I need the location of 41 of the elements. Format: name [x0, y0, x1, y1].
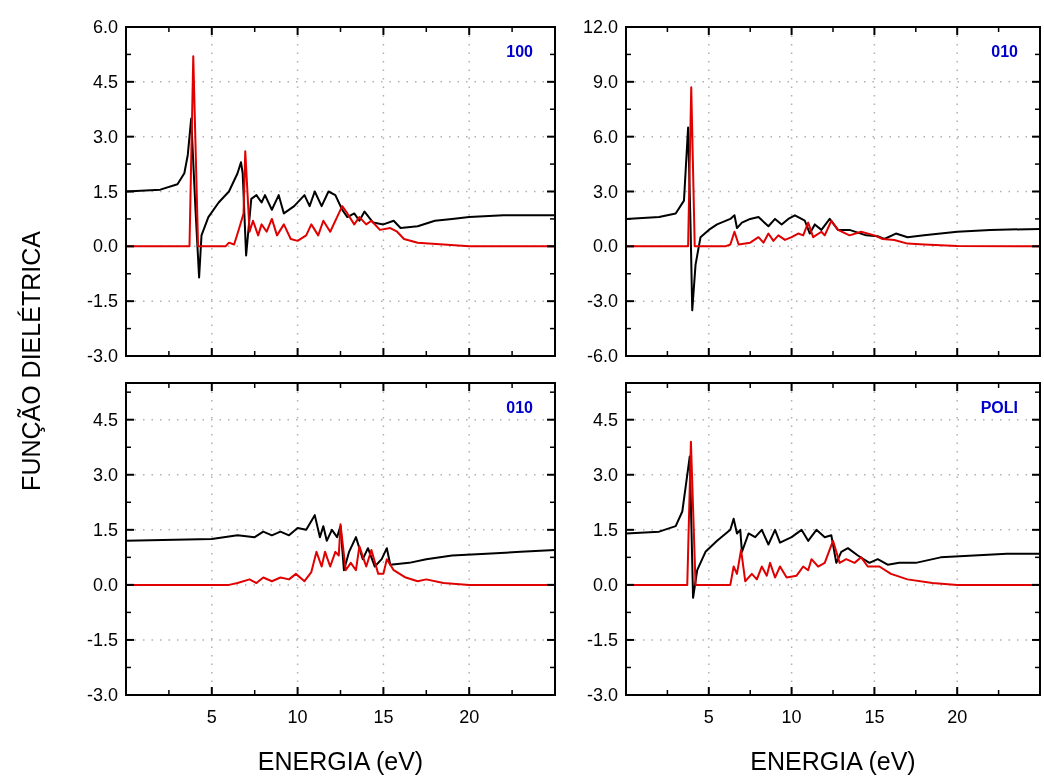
y-tick-label: 3.0: [592, 181, 618, 202]
y-tick-label: 0.0: [592, 574, 618, 595]
y-tick-label: -3.0: [586, 291, 618, 312]
annotation: POLI: [980, 399, 1018, 416]
x-tick-label: 5: [703, 707, 714, 727]
annotation: 010: [506, 399, 534, 416]
y-tick-label: -1.5: [586, 629, 618, 650]
x-axis-title: ENERGIA (eV): [750, 747, 916, 775]
y-tick-label: 0.0: [92, 236, 118, 257]
x-tick-label: 20: [947, 707, 968, 727]
y-tick-label: 1.5: [592, 519, 618, 540]
y-tick-label: -3.0: [586, 685, 618, 705]
x-tick-label: 10: [287, 707, 308, 727]
y-tick-label: 6.0: [92, 17, 118, 37]
x-tick-label: 15: [864, 707, 885, 727]
y-tick-label: 6.0: [592, 126, 618, 147]
annotation: 100: [506, 43, 534, 60]
y-tick-label: 0.0: [92, 574, 118, 595]
y-tick-label: -1.5: [86, 629, 118, 650]
y-tick-label: -1.5: [86, 291, 118, 312]
y-tick-label: 4.5: [92, 71, 118, 92]
y-tick-label: 4.5: [592, 409, 618, 430]
y-tick-label: 1.5: [92, 519, 118, 540]
y-tick-label: -6.0: [586, 346, 618, 366]
x-tick-label: 20: [459, 707, 480, 727]
y-tick-label: 0.0: [592, 236, 618, 257]
y-tick-label: 1.5: [92, 181, 118, 202]
y-axis-title: FUNÇÃO DIELÉTRICA: [17, 230, 45, 491]
y-tick-label: -3.0: [86, 346, 118, 366]
y-tick-label: 12.0: [582, 17, 618, 37]
y-tick-label: -3.0: [86, 685, 118, 705]
x-tick-label: 15: [373, 707, 394, 727]
y-tick-label: 3.0: [592, 464, 618, 485]
x-tick-label: 10: [781, 707, 802, 727]
y-tick-label: 9.0: [592, 71, 618, 92]
x-tick-label: 5: [206, 707, 217, 727]
y-tick-label: 3.0: [92, 464, 118, 485]
y-tick-label: 4.5: [92, 409, 118, 430]
x-axis-title: ENERGIA (eV): [257, 747, 424, 775]
annotation: 010: [991, 43, 1019, 60]
y-tick-label: 3.0: [92, 126, 118, 147]
